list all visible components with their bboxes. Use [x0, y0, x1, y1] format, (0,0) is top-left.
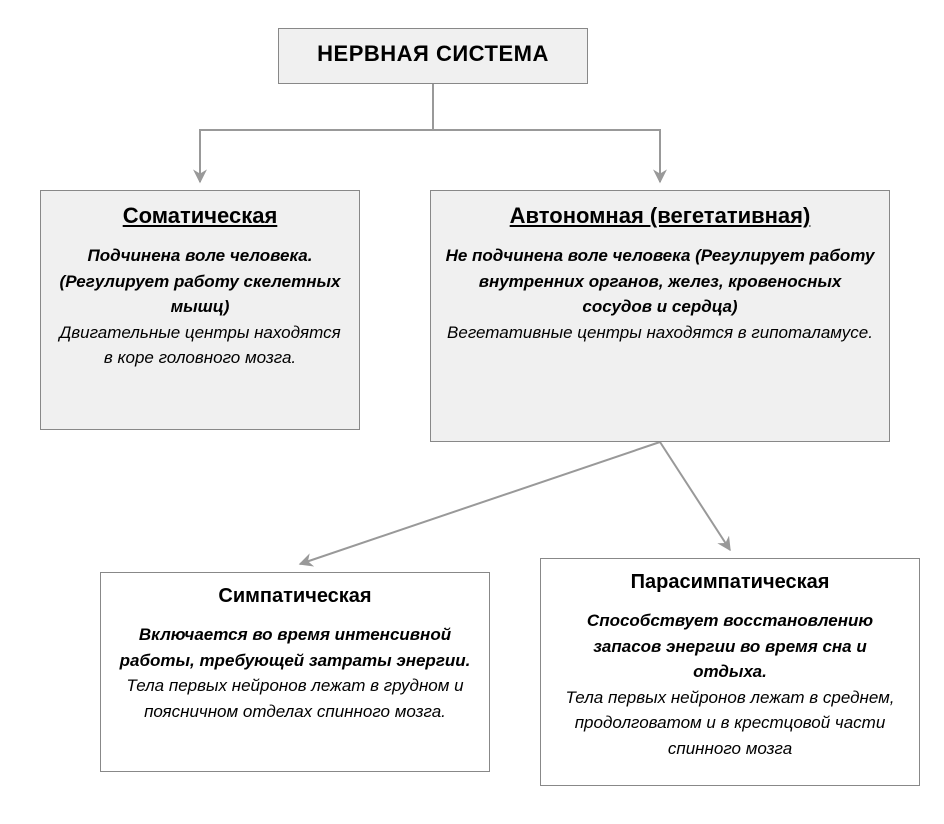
- sympathetic-title: Симпатическая: [115, 585, 475, 608]
- edge-autonomic-sympathetic: [300, 442, 660, 564]
- node-autonomic: Автономная (вегетативная) Не подчинена в…: [430, 190, 890, 442]
- somatic-bold: Подчинена воле человека. (Регулирует раб…: [55, 243, 345, 320]
- edge-root-autonomic: [433, 84, 660, 182]
- somatic-plain: Двигательные центры находятся в коре гол…: [55, 320, 345, 371]
- node-sympathetic: Симпатическая Включается во время интенс…: [100, 572, 490, 772]
- root-title: НЕРВНАЯ СИСТЕМА: [293, 41, 573, 67]
- sympathetic-plain: Тела первых нейронов лежат в грудном и п…: [115, 673, 475, 724]
- edge-root-somatic: [200, 84, 433, 182]
- parasympathetic-bold: Способствует восстановлению запасов энер…: [555, 608, 905, 685]
- autonomic-plain: Вегетативные центры находятся в гипотала…: [445, 320, 875, 346]
- edge-autonomic-parasympathetic: [660, 442, 730, 550]
- node-somatic: Соматическая Подчинена воле человека. (Р…: [40, 190, 360, 430]
- parasympathetic-plain: Тела первых нейронов лежат в среднем, пр…: [555, 685, 905, 762]
- node-parasympathetic: Парасимпатическая Способствует восстанов…: [540, 558, 920, 786]
- sympathetic-bold: Включается во время интенсивной работы, …: [115, 622, 475, 673]
- autonomic-bold: Не подчинена воле человека (Регулирует р…: [445, 243, 875, 320]
- node-root: НЕРВНАЯ СИСТЕМА: [278, 28, 588, 84]
- parasympathetic-title: Парасимпатическая: [555, 571, 905, 594]
- autonomic-title: Автономная (вегетативная): [445, 203, 875, 229]
- somatic-title: Соматическая: [55, 203, 345, 229]
